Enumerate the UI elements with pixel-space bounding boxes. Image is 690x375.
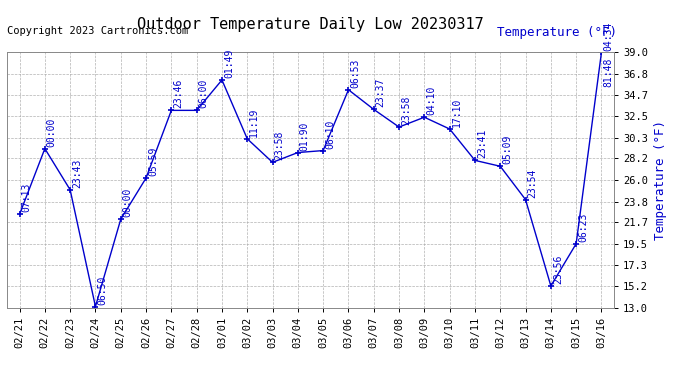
Text: 06:53: 06:53	[351, 58, 360, 88]
Text: 06:23: 06:23	[578, 212, 588, 242]
Text: 01:49: 01:49	[224, 49, 234, 78]
Text: 00:00: 00:00	[47, 117, 57, 147]
Text: 17:10: 17:10	[452, 98, 462, 127]
Text: Copyright 2023 Cartronics.com: Copyright 2023 Cartronics.com	[7, 26, 188, 36]
Text: 23:46: 23:46	[173, 79, 184, 108]
Text: 23:41: 23:41	[477, 129, 487, 158]
Text: Outdoor Temperature Daily Low 20230317: Outdoor Temperature Daily Low 20230317	[137, 17, 484, 32]
Text: 00:00: 00:00	[123, 188, 132, 217]
Text: 06:00: 06:00	[199, 79, 208, 108]
Text: 23:58: 23:58	[275, 131, 284, 160]
Text: 23:56: 23:56	[553, 255, 563, 284]
Text: 07:13: 07:13	[21, 183, 32, 212]
Text: 04:10: 04:10	[426, 86, 436, 115]
Text: 01:90: 01:90	[300, 121, 310, 151]
Text: 06:10: 06:10	[325, 119, 335, 148]
Y-axis label: Temperature (°F): Temperature (°F)	[653, 120, 667, 240]
Text: 23:43: 23:43	[72, 159, 82, 188]
Text: 23:37: 23:37	[376, 78, 386, 107]
Text: 04:34: 04:34	[604, 21, 613, 51]
Text: 06:50: 06:50	[97, 275, 108, 304]
Text: 11:19: 11:19	[249, 108, 259, 137]
Text: 05:59: 05:59	[148, 147, 158, 176]
Text: 81:48: 81:48	[604, 57, 613, 87]
Text: 05:09: 05:09	[502, 135, 512, 164]
Text: 23:54: 23:54	[528, 168, 538, 198]
Text: 23:58: 23:58	[401, 96, 411, 125]
Text: Temperature (°F): Temperature (°F)	[497, 26, 617, 39]
